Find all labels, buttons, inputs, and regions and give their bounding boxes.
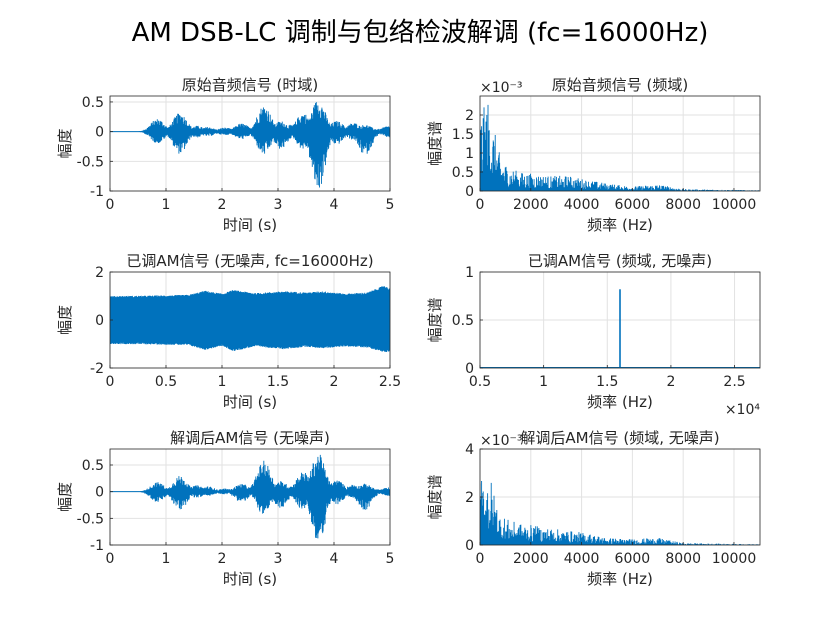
axes-box: [479, 95, 761, 192]
x-tick-label: 2: [330, 374, 339, 390]
y-axis-label: 幅度: [56, 482, 74, 512]
x-tick-label: 2: [666, 374, 675, 390]
y-tick-label: -0.5: [77, 154, 104, 170]
y-axis-label: 幅度: [56, 128, 74, 158]
x-tick-label: 4000: [564, 197, 600, 213]
x-tick-label: 0: [106, 197, 115, 213]
x-tick-label: 0: [476, 197, 485, 213]
x-tick-label: 0.5: [469, 374, 491, 390]
y-tick-label: 1.5: [452, 127, 474, 143]
x-tick-label: 0: [106, 551, 115, 567]
y-tick-label: 1: [465, 146, 474, 162]
subplot-title: 已调AM信号 (无噪声, fc=16000Hz): [126, 252, 373, 270]
y-tick-label: 1: [465, 265, 474, 281]
y-tick-label: -1: [90, 184, 104, 200]
subplot-title: 原始音频信号 (频域): [552, 76, 688, 94]
x-tick-label: 1: [218, 374, 227, 390]
x-tick-label: 2: [218, 197, 227, 213]
plot-area: [110, 96, 390, 191]
x-tick-label: 3: [274, 551, 283, 567]
x-tick-label: 1: [162, 197, 171, 213]
x-axis-label: 频率 (Hz): [587, 393, 653, 411]
x-tick-label: 2.5: [723, 374, 745, 390]
figure-title: AM DSB-LC 调制与包络检波解调 (fc=16000Hz): [131, 18, 709, 48]
y-tick-label: -0.5: [77, 511, 104, 527]
y-axis-label: 幅度: [56, 305, 74, 335]
y-tick-label: 0.5: [452, 313, 474, 329]
x-tick-label: 1.5: [267, 374, 289, 390]
y-tick-label: 0.5: [82, 458, 104, 474]
subplot-5: 0 1 2 3 4 5 -1 -0.5 0 0.5 解调后AM信号 (无噪声) 时间 (s) 幅度: [56, 429, 394, 588]
data-series: [110, 454, 390, 539]
x-tick-label: 6000: [615, 197, 651, 213]
x-tick-label: 4: [330, 197, 339, 213]
data-series: [110, 286, 390, 352]
y-tick-label: 0: [95, 485, 104, 501]
x-tick-label: 1.5: [596, 374, 618, 390]
x-tick-label: 8000: [665, 197, 701, 213]
x-tick-label: 2: [218, 551, 227, 567]
x-tick-label: 0: [476, 551, 485, 567]
y-tick-label: 2: [465, 490, 474, 506]
x-tick-label: 8000: [665, 551, 701, 567]
x-tick-label: 1: [539, 374, 548, 390]
y-exponent-label: ×10⁻³: [480, 433, 523, 449]
subplot-1: 0 1 2 3 4 5 -1 -0.5 0 0.5 原始音频信号 (时域) 时间 (s) 幅度: [56, 76, 394, 234]
x-tick-label: 5: [386, 551, 395, 567]
x-tick-label: 1: [162, 551, 171, 567]
y-tick-label: 2: [465, 108, 474, 124]
x-tick-label: 2000: [513, 197, 549, 213]
axes-box: [109, 95, 391, 192]
signal-trace: [129, 454, 390, 539]
x-axis-label: 频率 (Hz): [587, 570, 653, 588]
x-exponent-label: ×10⁴: [725, 402, 761, 418]
x-axis-label: 时间 (s): [223, 570, 277, 588]
y-axis-label: 幅度谱: [426, 474, 444, 519]
y-tick-label: 2: [95, 265, 104, 281]
y-tick-label: 0: [465, 184, 474, 200]
y-axis-label: 幅度谱: [426, 121, 444, 166]
y-exponent-label: ×10⁻³: [480, 80, 523, 96]
x-tick-label: 10000: [712, 197, 757, 213]
x-tick-label: 2000: [513, 551, 549, 567]
subplot-title: 原始音频信号 (时域): [182, 76, 318, 94]
y-tick-label: 4: [465, 442, 474, 458]
y-tick-label: 0: [95, 313, 104, 329]
y-tick-label: -1: [90, 538, 104, 554]
x-tick-label: 4000: [564, 551, 600, 567]
subplot-title: 已调AM信号 (频域, 无噪声): [528, 252, 712, 270]
x-axis-label: 频率 (Hz): [587, 216, 653, 234]
axes-box: [109, 448, 391, 546]
plot-area: [480, 96, 760, 191]
y-axis-label: 幅度谱: [426, 297, 444, 342]
y-tick-label: -2: [90, 361, 104, 377]
x-tick-label: 0.5: [155, 374, 177, 390]
x-tick-label: 6000: [615, 551, 651, 567]
y-tick-label: 0: [465, 538, 474, 554]
y-tick-label: 0: [465, 361, 474, 377]
subplot-title: 解调后AM信号 (无噪声): [170, 429, 330, 447]
x-tick-label: 3: [274, 197, 283, 213]
y-tick-label: 0: [95, 125, 104, 141]
signal-trace: [110, 102, 390, 188]
y-tick-label: 0.5: [452, 165, 474, 181]
data-series: [110, 102, 390, 188]
x-tick-label: 5: [386, 197, 395, 213]
signal-trace: [110, 286, 390, 352]
x-axis-label: 时间 (s): [223, 393, 277, 411]
x-tick-label: 0: [106, 374, 115, 390]
x-tick-label: 2.5: [379, 374, 401, 390]
x-tick-label: 10000: [712, 551, 757, 567]
x-tick-label: 4: [330, 551, 339, 567]
x-axis-label: 时间 (s): [223, 216, 277, 234]
subplot-title: 解调后AM信号 (频域, 无噪声): [520, 429, 719, 447]
y-tick-label: 0.5: [82, 95, 104, 111]
